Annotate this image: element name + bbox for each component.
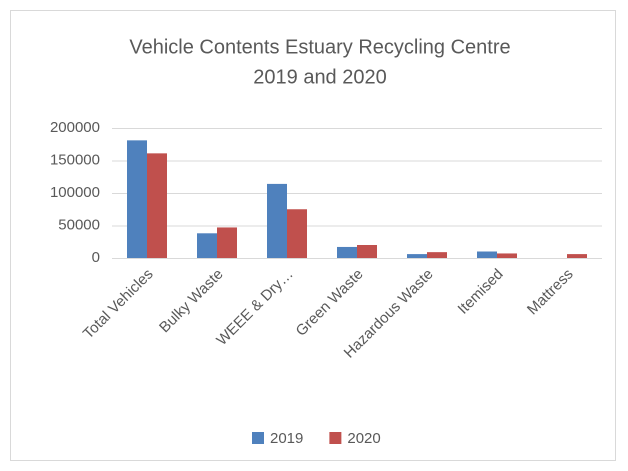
chart-border	[10, 10, 616, 461]
bar	[337, 246, 357, 258]
bar	[197, 233, 217, 258]
bar	[127, 140, 147, 258]
bar	[217, 227, 237, 258]
y-tick-label: 200000	[50, 119, 100, 136]
bar	[147, 153, 167, 258]
y-tick-label: 150000	[50, 151, 100, 168]
bar	[287, 209, 307, 258]
legend-swatch	[252, 432, 264, 444]
bar	[357, 245, 377, 258]
legend-label: 2019	[270, 430, 303, 447]
bar	[477, 251, 497, 258]
bar	[497, 253, 517, 258]
chart-title: Vehicle Contents Estuary Recycling Centr…	[129, 36, 510, 58]
bar	[267, 183, 287, 258]
bar	[427, 252, 447, 258]
bar	[407, 254, 427, 258]
legend-swatch	[329, 432, 342, 444]
chart-title: 2019 and 2020	[253, 66, 386, 88]
y-tick-label: 100000	[50, 184, 100, 201]
y-tick-label: 50000	[58, 216, 100, 233]
legend-label: 2020	[347, 430, 380, 447]
bar	[567, 254, 587, 258]
y-tick-label: 0	[92, 249, 100, 266]
